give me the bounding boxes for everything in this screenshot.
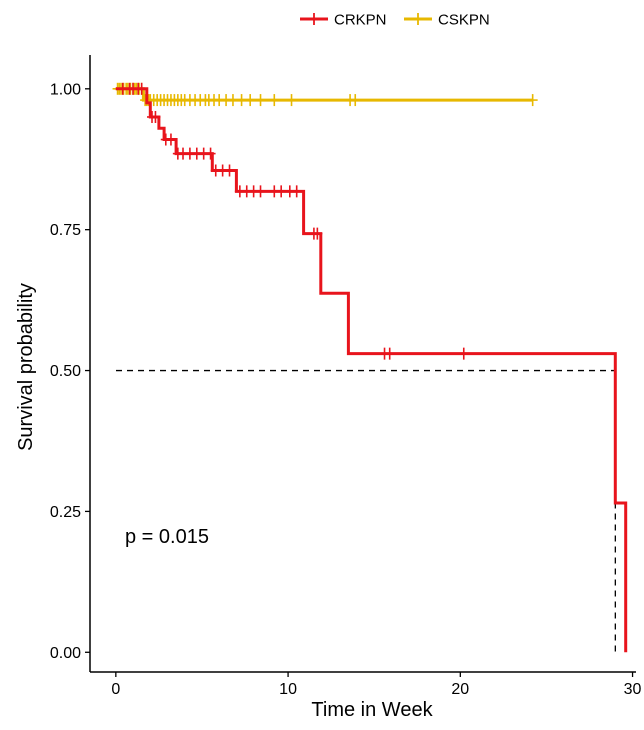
x-axis-title: Time in Week <box>311 699 433 721</box>
legend-item-cskpn: CSKPN <box>404 12 490 29</box>
y-tick-label: 0.00 <box>50 645 81 662</box>
y-tick-label: 0.75 <box>50 222 81 239</box>
censor-mark-crkpn <box>224 164 235 177</box>
censor-mark-cskpn <box>269 94 280 107</box>
axes: 0.00 0.25 0.50 0.75 1.00 0 10 20 30 <box>50 55 642 698</box>
legend-label-crkpn: CRKPN <box>334 12 387 29</box>
censor-mark-cskpn <box>527 94 538 107</box>
censor-mark-crkpn <box>384 347 395 360</box>
censor-mark-cskpn <box>236 94 247 107</box>
censor-mark-crkpn <box>291 185 302 198</box>
x-tick-label: 30 <box>624 681 642 698</box>
legend-item-crkpn: CRKPN <box>300 12 387 29</box>
censor-mark-crkpn <box>205 147 216 160</box>
censor-mark-cskpn <box>227 94 238 107</box>
censor-mark-crkpn <box>276 185 287 198</box>
censor-mark-crkpn <box>150 110 161 123</box>
x-tick-label: 10 <box>279 681 297 698</box>
censor-mark-cskpn <box>350 94 361 107</box>
y-axis-title: Survival probability <box>15 283 37 451</box>
y-tick-label: 0.50 <box>50 363 81 380</box>
x-tick-label: 20 <box>451 681 469 698</box>
legend: CRKPN CSKPN <box>300 12 490 29</box>
censor-mark-crkpn <box>458 347 469 360</box>
censor-mark-crkpn <box>136 82 147 95</box>
censor-mark-crkpn <box>255 185 266 198</box>
censor-mark-cskpn <box>255 94 266 107</box>
censor-mark-cskpn <box>286 94 297 107</box>
censor-mark-cskpn <box>245 94 256 107</box>
censor-mark-crkpn <box>165 133 176 146</box>
legend-label-cskpn: CSKPN <box>438 12 490 29</box>
y-tick-label: 1.00 <box>50 81 81 98</box>
p-value-annotation: p = 0.015 <box>125 526 209 548</box>
y-tick-label: 0.25 <box>50 504 81 521</box>
x-tick-label: 0 <box>111 681 120 698</box>
censor-mark-crkpn <box>312 227 323 240</box>
plot-lines <box>112 82 628 653</box>
